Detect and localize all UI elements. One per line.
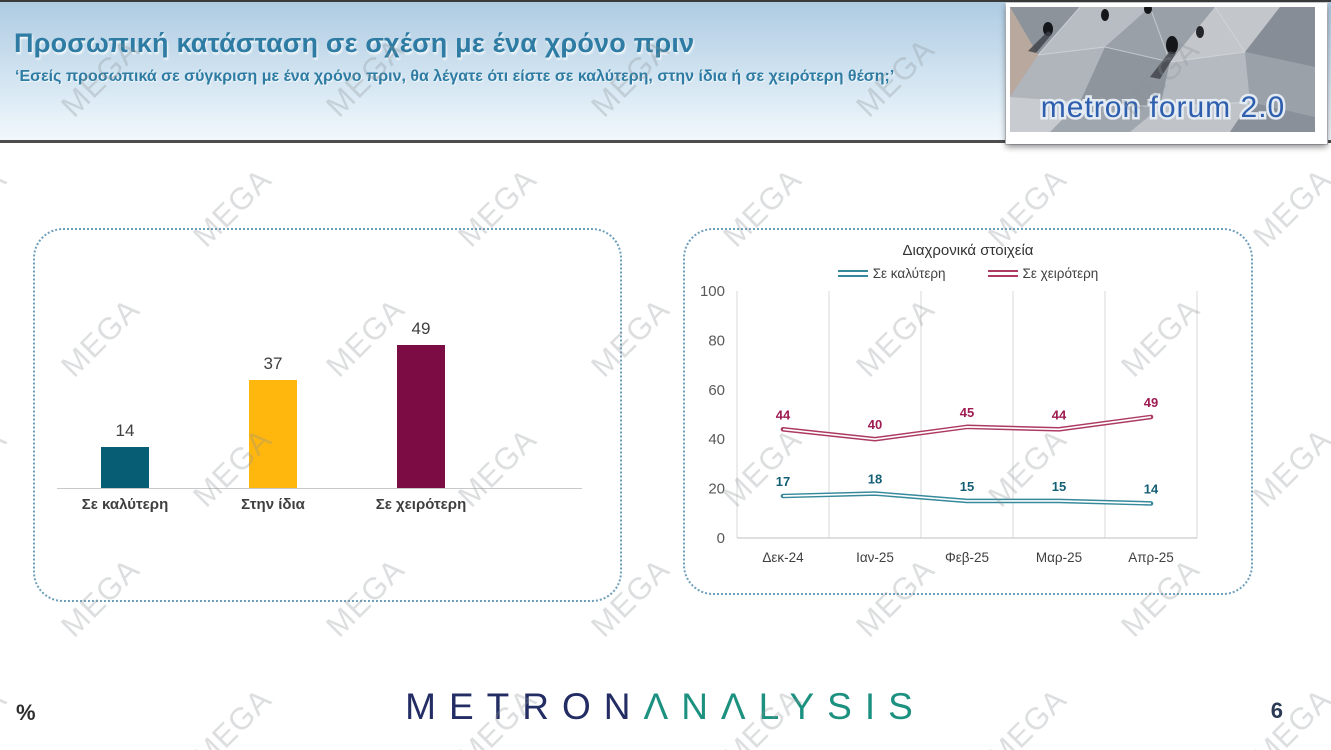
legend-label: Σε χειρότερη — [1022, 266, 1099, 281]
data-label: 18 — [868, 472, 882, 487]
svg-text:0: 0 — [717, 530, 725, 547]
svg-text:Μαρ-25: Μαρ-25 — [1036, 550, 1082, 565]
legend-line-swatch — [837, 270, 868, 277]
bar-category-label: Σε καλύτερη — [81, 496, 169, 513]
data-label: 45 — [960, 405, 974, 420]
bar-value-label: 49 — [411, 319, 431, 338]
people-silhouettes — [1028, 7, 1204, 79]
logo-text: metron forum 2.0 — [1041, 91, 1285, 124]
mega-watermark: MEGA — [1246, 161, 1331, 254]
page-title: Προσωπική κατάσταση σε σχέση με ένα χρόν… — [14, 28, 695, 58]
bar-value-label: 14 — [115, 421, 135, 440]
line-chart-title: Διαχρονικά στοιχεία — [902, 242, 1034, 259]
bar — [249, 380, 297, 488]
svg-text:Δεκ-24: Δεκ-24 — [762, 550, 804, 565]
gridlines — [736, 291, 1198, 539]
mega-watermark: MEGA — [0, 161, 14, 254]
line-chart: 0 20 40 60 80 100 Δεκ-24 Ιαν-25 Φεβ-25 Μαρ-25 Απρ-… — [700, 283, 1198, 565]
brand-analysis: ΛNΛLYSIS — [643, 686, 926, 727]
legend-item: Σε καλύτερη — [837, 266, 946, 281]
mega-watermark: MEGA — [0, 421, 14, 514]
percent-label: % — [16, 700, 36, 725]
bar — [101, 447, 149, 488]
line-chart-legend: Σε καλύτερη Σε χειρότερη — [685, 266, 1251, 281]
legend-item: Σε χειρότερη — [987, 266, 1099, 281]
svg-text:40: 40 — [708, 431, 725, 448]
series-Σε καλύτερη: 17 18 15 15 14 — [776, 472, 1159, 506]
mosaic-photo: metron forum 2.0 — [1010, 7, 1315, 132]
svg-text:20: 20 — [708, 481, 725, 498]
data-label: 14 — [1144, 481, 1159, 496]
data-label: 15 — [1052, 479, 1066, 494]
svg-text:80: 80 — [708, 332, 725, 349]
bar-category-label: Σε χειρότερη — [375, 496, 467, 513]
bar-chart: 14 Σε καλύτερη 37 Στην ίδια 49 Σε χειρότερη — [57, 230, 582, 513]
data-label: 49 — [1144, 395, 1158, 410]
bar — [397, 345, 445, 488]
x-axis-labels: Δεκ-24 Ιαν-25 Φεβ-25 Μαρ-25 Απρ-25 — [762, 550, 1173, 565]
brand-metron: METRON — [405, 686, 644, 727]
svg-text:60: 60 — [708, 382, 725, 399]
bar-chart-panel: 14 Σε καλύτερη 37 Στην ίδια 49 Σε χειρότερη — [33, 228, 622, 602]
legend-label: Σε καλύτερη — [872, 266, 946, 281]
metron-analysis-logo: METRONΛNΛLYSIS — [0, 686, 1331, 728]
page-number: 6 — [1270, 698, 1283, 723]
y-axis-ticks: 0 20 40 60 80 100 — [700, 283, 725, 547]
data-label: 44 — [776, 407, 791, 422]
page-subtitle: ‘Εσείς προσωπικά σε σύγκριση με ένα χρόν… — [15, 68, 895, 85]
data-label: 15 — [960, 479, 974, 494]
data-label: 44 — [1052, 407, 1067, 422]
metron-forum-logo: metron forum 2.0 — [1006, 3, 1327, 144]
svg-text:Απρ-25: Απρ-25 — [1128, 550, 1174, 565]
series-Σε χειρότερη: 44 40 45 44 49 — [776, 395, 1158, 442]
bar-value-label: 37 — [263, 354, 283, 373]
line-chart-panel: Διαχρονικά στοιχεία Σε καλύτερη Σε χειρότ… — [683, 228, 1253, 595]
svg-text:100: 100 — [700, 283, 725, 300]
mega-watermark: MEGA — [1246, 421, 1331, 514]
svg-text:Ιαν-25: Ιαν-25 — [856, 550, 894, 565]
bar-category-label: Στην ίδια — [241, 496, 305, 513]
data-label: 17 — [776, 474, 790, 489]
svg-text:Φεβ-25: Φεβ-25 — [945, 550, 989, 565]
data-label: 40 — [868, 417, 882, 432]
legend-line-swatch — [987, 270, 1018, 277]
